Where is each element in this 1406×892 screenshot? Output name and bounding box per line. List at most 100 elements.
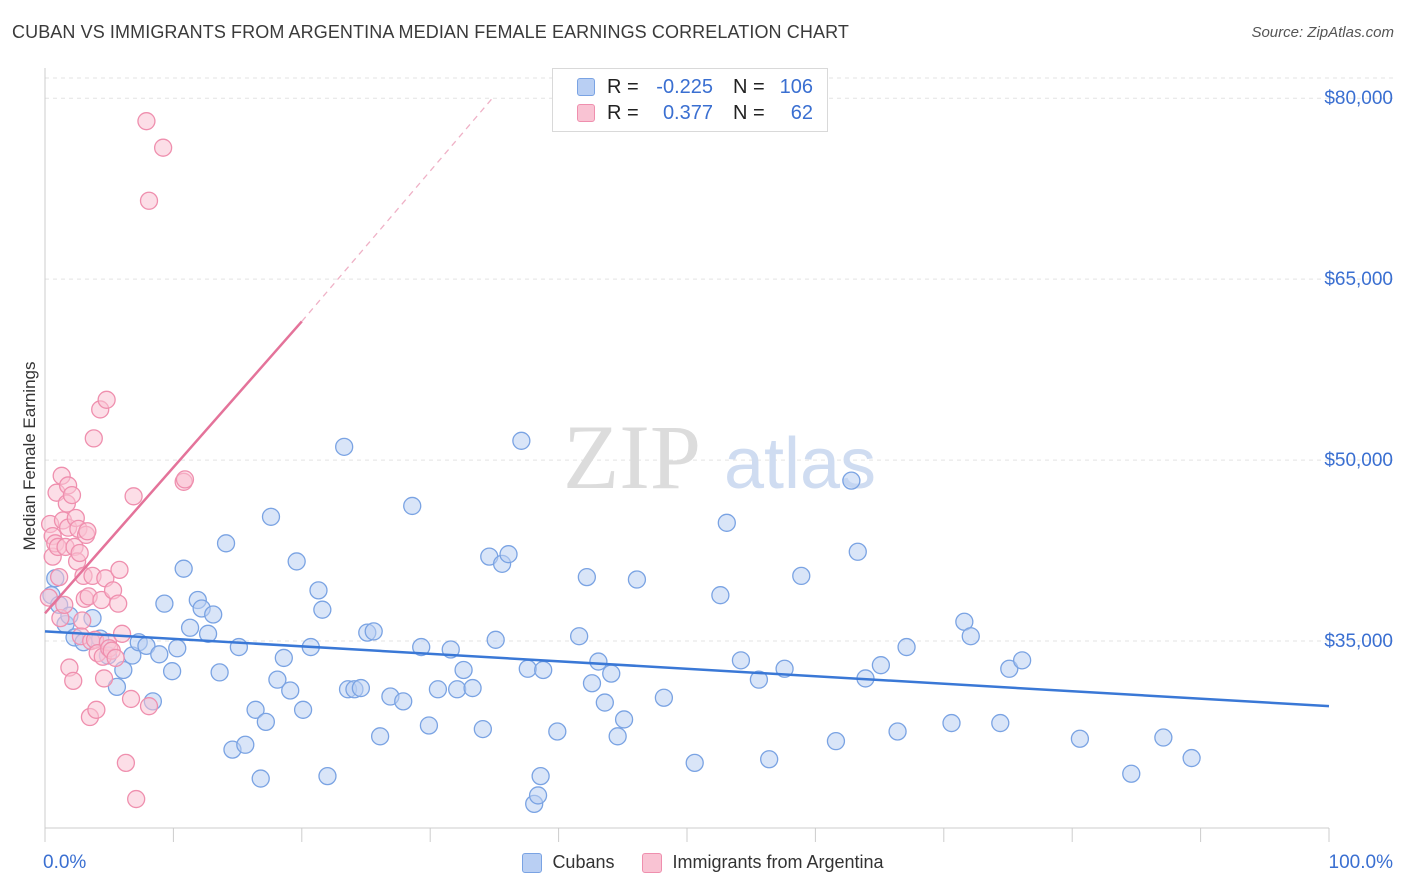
cubans-point [512,431,531,450]
cubans-point [335,437,354,456]
cubans-point [1070,729,1090,748]
cubans-point [711,586,730,605]
cubans-point [595,693,614,712]
cubans-point [1182,748,1201,768]
argentina-point [121,689,141,709]
argentina-point [110,560,129,580]
stats-legend: R = -0.225 N = 106 R = 0.377 N = 62 [552,68,828,132]
cubans-point [274,648,293,668]
cubans-point [842,471,861,490]
cubans-point [210,663,229,682]
cubans-point [150,645,169,664]
cubans-point [403,496,422,516]
cubans-point [531,766,550,786]
cubans-point [871,656,891,675]
cubans-point [463,678,482,698]
cubans-point [419,716,439,735]
trend-lines [44,95,1330,708]
cubans-point [760,750,779,769]
cubans-point [888,722,907,741]
cubans-point [268,670,287,689]
argentina-points [39,112,195,809]
argentina-point [127,789,146,809]
cubans-point [162,662,182,681]
argentina-point [112,624,132,643]
cubans-point [518,659,537,678]
cubans-point [256,712,275,732]
cubans-point [1154,728,1173,747]
argentina-point [94,669,114,688]
cubans-trend-line [44,630,1330,708]
argentina-point [116,753,136,773]
cubans-point [528,786,548,805]
legend-swatch-argentina [642,852,663,873]
argentina-point [175,470,195,489]
cubans-point [448,680,467,699]
cubans-point [548,722,567,741]
cubans-point [313,600,332,619]
legend-n-label: N = [733,75,765,98]
legend-swatch-cubans [577,78,595,96]
cubans-point [582,674,602,693]
legend-item-argentina[interactable]: Immigrants from Argentina [642,852,884,873]
cubans-point [942,713,961,733]
chart-source: Source: ZipAtlas.com [1251,24,1394,41]
argentina-point [73,611,92,630]
legend-n-label: N = [733,101,765,124]
legend-row-argentina: R = 0.377 N = 62 [577,101,813,125]
cubans-point [826,732,846,751]
y-tick-label: $35,000 [1324,631,1393,652]
cubans-point [454,660,473,680]
x-tick-label: 0.0% [43,852,86,873]
legend-item-cubans[interactable]: Cubans [522,852,614,873]
legend-swatch-argentina [577,104,595,122]
argentina-point [55,595,74,615]
watermark-zip: ZIP [563,406,701,508]
cubans-point [486,630,505,649]
grid-lines [45,77,1393,642]
chart-title: CUBAN VS IMMIGRANTS FROM ARGENTINA MEDIA… [12,22,849,42]
cubans-point [287,552,306,571]
legend-r-value-argentina: 0.377 [662,101,713,124]
cubans-point [293,700,313,719]
argentina-point [137,112,156,131]
legend-label-cubans: Cubans [552,852,615,872]
cubans-point [589,652,608,671]
legend-n-value-cubans: 106 [779,75,813,98]
cubans-point [1000,659,1019,678]
y-tick-label: $65,000 [1324,269,1393,290]
cubans-point [534,660,553,680]
cubans-point [654,688,674,707]
cubans-point [731,651,751,670]
cubans-point [204,605,223,624]
cubans-point [991,713,1010,733]
y-tick-label: $80,000 [1324,88,1393,109]
cubans-point [309,581,328,600]
argentina-point [153,138,173,157]
legend-n-value-argentina: 62 [790,101,813,124]
argentina-point [109,594,128,613]
cubans-point [261,507,281,526]
cubans-point [1122,764,1141,783]
cubans-point [198,624,218,643]
tick-labels: $35,000 $50,000 $65,000 $80,000 0.0% 100.0% [43,88,1393,873]
argentina-trend-line [44,320,303,615]
cubans-point [155,594,174,613]
cubans-point [180,618,200,637]
argentina-point [84,429,103,448]
cubans-point [499,545,518,564]
cubans-point [174,559,193,578]
cubans-point [394,692,413,711]
watermark-atlas: atlas [724,424,876,504]
cubans-point [961,627,980,646]
cubans-point [749,670,769,689]
legend-swatch-cubans [522,852,543,873]
cubans-point [281,681,300,700]
cubans-point [370,727,390,746]
cubans-point [168,639,187,658]
cubans-point [717,513,736,532]
legend-row-cubans: R = -0.225 N = 106 [577,75,813,99]
cubans-point [627,570,647,589]
argentina-point [124,487,143,506]
